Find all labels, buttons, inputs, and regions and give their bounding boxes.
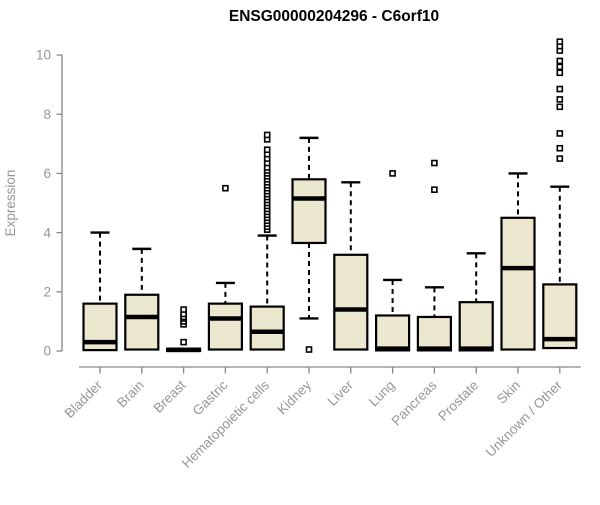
box-liver: [333, 253, 369, 351]
outlier-breast: [180, 306, 187, 313]
y-tick-label: 2: [43, 285, 51, 300]
outlier-pancreas: [431, 159, 438, 167]
outlier-unknown-other: [556, 85, 564, 93]
x-tick-label-brain: Brain: [114, 378, 147, 411]
box-skin: [500, 216, 536, 351]
x-tick-label-prostate: Prostate: [435, 378, 481, 424]
box-pancreas: [416, 315, 452, 352]
x-tick-label-skin: Skin: [494, 378, 523, 407]
x-tick-label-bladder: Bladder: [62, 377, 106, 421]
y-tick-label: 4: [43, 225, 51, 240]
outlier-pancreas: [431, 186, 438, 193]
y-axis-label: Expression: [3, 170, 18, 237]
outlier-hematopoietic-cells: [263, 131, 271, 139]
y-tick-label: 6: [43, 166, 51, 181]
box-lung: [375, 314, 411, 352]
y-tick-label: 8: [43, 107, 51, 122]
y-tick-label: 10: [36, 48, 51, 63]
outlier-unknown-other: [556, 38, 564, 45]
box-gastric: [207, 302, 243, 351]
outlier-unknown-other: [556, 69, 564, 77]
x-tick-label-kidney: Kidney: [274, 377, 314, 417]
x-tick-label-unknown-other: Unknown / Other: [483, 377, 566, 460]
outlier-hematopoietic-cells: [263, 146, 271, 154]
outlier-unknown-other: [556, 96, 564, 103]
outlier-kidney: [305, 346, 313, 353]
outlier-unknown-other: [556, 155, 564, 162]
outlier-unknown-other: [556, 57, 564, 65]
y-tick-label: 0: [43, 344, 51, 359]
outlier-unknown-other: [556, 103, 564, 111]
x-tick-label-lung: Lung: [366, 378, 398, 410]
outlier-unknown-other: [556, 63, 564, 71]
chart-title: ENSG00000204296 - C6orf10: [229, 8, 439, 25]
x-tick-label-breast: Breast: [151, 377, 189, 415]
x-tick-label-pancreas: Pancreas: [389, 377, 440, 428]
outlier-unknown-other: [556, 130, 564, 137]
x-tick-label-gastric: Gastric: [190, 377, 231, 418]
box-brain: [124, 293, 160, 351]
box-kidney: [291, 178, 327, 245]
box-prostate: [458, 301, 494, 352]
outlier-unknown-other: [556, 144, 564, 152]
outlier-lung: [389, 170, 396, 177]
box-hematopoietic-cells: [249, 305, 285, 351]
x-tick-label-liver: Liver: [325, 377, 357, 409]
outlier-breast: [180, 338, 187, 346]
outlier-gastric: [222, 184, 229, 192]
